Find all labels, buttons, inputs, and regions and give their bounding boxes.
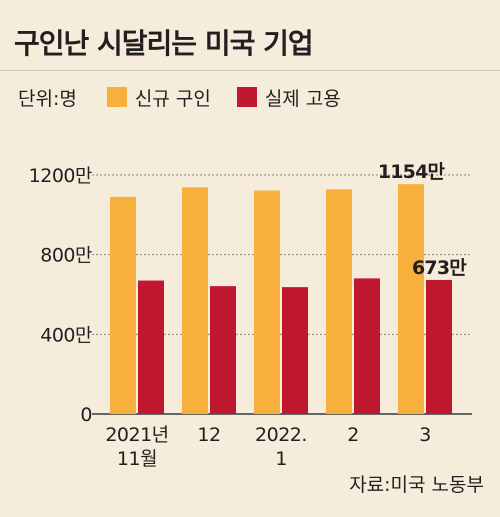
- x-tick-label: 3: [419, 424, 431, 446]
- x-tick-label: 11월: [117, 448, 157, 470]
- bar-job-openings: [182, 187, 208, 414]
- bar-hires: [138, 280, 164, 414]
- bar-job-openings: [398, 184, 424, 414]
- x-tick-label: 12: [197, 424, 220, 446]
- bar-job-openings: [110, 196, 136, 414]
- legend-swatch-openings: [106, 87, 127, 107]
- y-tick-label: 400만: [40, 324, 92, 346]
- legend-label-hires: 실제 고용: [264, 87, 341, 110]
- title-divider: [0, 70, 500, 71]
- x-tick-label: 2021년: [105, 424, 168, 446]
- bar-hires: [210, 286, 236, 414]
- bar-hires: [282, 287, 308, 414]
- bar-job-openings: [254, 190, 280, 414]
- x-tick-label: 2: [347, 424, 359, 446]
- legend-swatch-hires: [236, 87, 257, 107]
- data-label: 673만: [412, 257, 467, 279]
- legend: 단위:명 신규 구인 실제 고용: [18, 84, 367, 110]
- chart-title: 구인난 시달리는 미국 기업: [14, 27, 314, 60]
- bar-hires: [426, 279, 452, 414]
- x-tick-label: 2022.: [255, 424, 307, 446]
- legend-label-openings: 신규 구인: [134, 87, 211, 110]
- y-tick-label: 1200만: [29, 165, 92, 187]
- data-label: 1154만: [378, 161, 446, 183]
- source-note: 자료:미국 노동부: [349, 474, 484, 496]
- unit-label: 단위:명: [18, 87, 77, 110]
- x-tick-label: 1: [275, 448, 287, 470]
- bar-job-openings: [326, 189, 352, 414]
- y-tick-label: 0: [80, 404, 92, 426]
- bar-hires: [354, 278, 380, 414]
- y-tick-label: 800만: [40, 245, 92, 267]
